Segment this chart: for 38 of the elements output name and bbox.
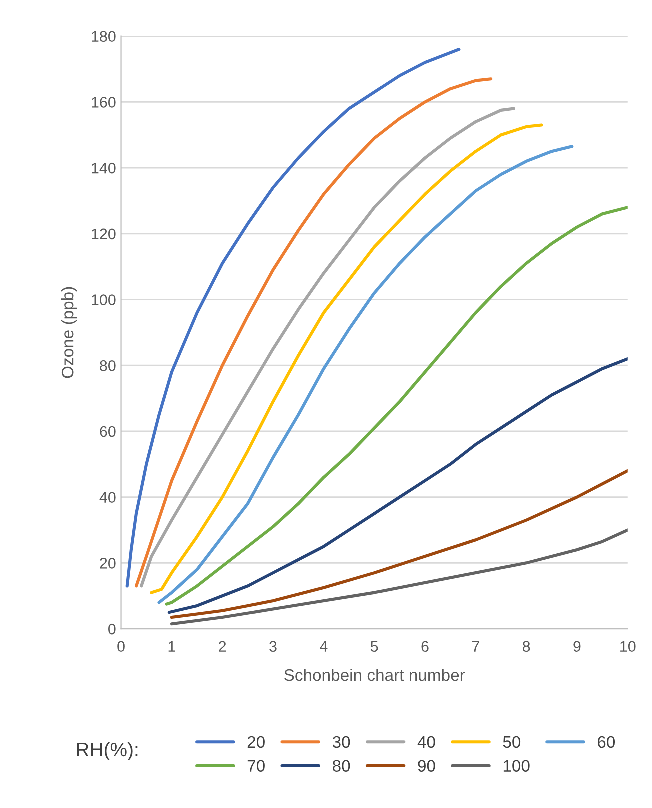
- line-series: [165, 206, 628, 606]
- x-tick-label: 2: [219, 641, 226, 652]
- y-tick-label: 20: [100, 558, 116, 569]
- legend-label: 30: [332, 736, 350, 748]
- legend-label: 50: [503, 736, 521, 748]
- y-tick-label: 60: [100, 426, 116, 438]
- legend-label: 40: [418, 736, 436, 748]
- line-series: [170, 469, 628, 620]
- x-tick-label: 8: [522, 641, 530, 652]
- y-axis-title: Ozone (ppb): [62, 287, 78, 378]
- legend-label: 80: [332, 760, 350, 772]
- x-tick-label: 6: [422, 641, 429, 652]
- line-series: [168, 358, 628, 614]
- x-axis-title: Schonbein chart number: [284, 668, 466, 682]
- y-tick-label: 160: [92, 97, 116, 108]
- legend-label: 20: [248, 736, 265, 748]
- x-tick-label: 10: [620, 641, 636, 652]
- y-tick-label: 100: [92, 294, 116, 306]
- x-tick-label: 7: [472, 641, 480, 652]
- y-tick-label: 80: [100, 360, 116, 372]
- y-tick-label: 140: [92, 162, 116, 174]
- x-tick-label: 4: [320, 641, 328, 652]
- x-tick-label: 3: [270, 641, 277, 652]
- legend-label: 90: [418, 760, 436, 772]
- x-tick-label: 9: [574, 641, 581, 652]
- legend-label: 100: [504, 760, 530, 772]
- x-tick-label: 1: [168, 641, 176, 652]
- legend-label: 60: [598, 736, 616, 748]
- x-tick-label: 0: [118, 641, 125, 652]
- y-tick-label: 180: [92, 31, 116, 42]
- line-series: [126, 48, 461, 588]
- y-tick-label: 0: [108, 624, 116, 635]
- x-tick-label: 5: [370, 641, 378, 652]
- y-tick-label: 40: [100, 492, 116, 504]
- line-series: [170, 528, 628, 626]
- legend-label: 70: [248, 760, 265, 772]
- y-tick-label: 120: [92, 228, 116, 240]
- legend-title: RH(%):: [77, 742, 138, 760]
